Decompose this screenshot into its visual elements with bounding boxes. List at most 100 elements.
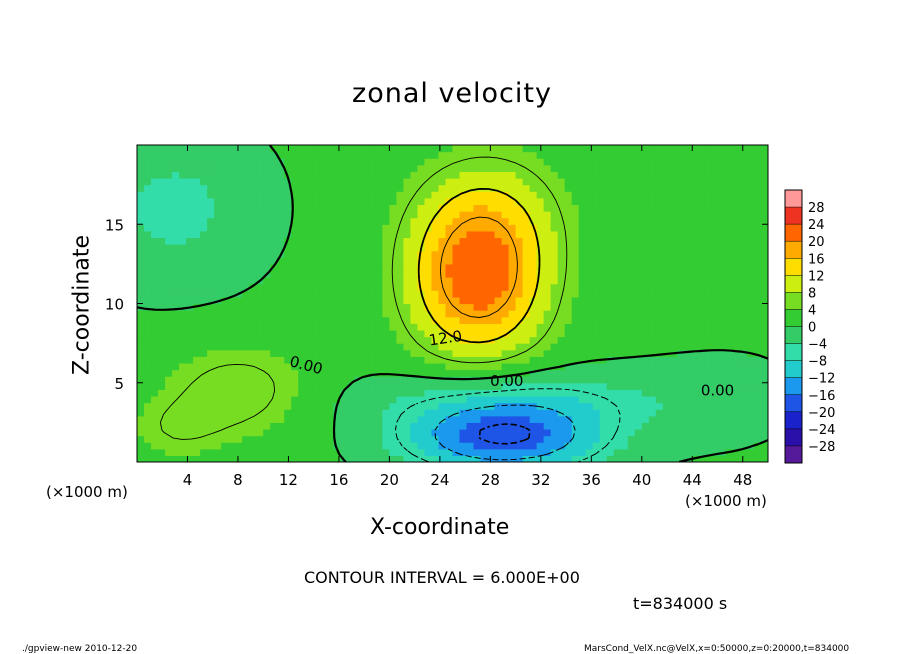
field-cell (375, 343, 383, 351)
field-cell (459, 455, 468, 462)
field-cell (137, 164, 145, 173)
field-cell (291, 349, 299, 357)
field-cell (277, 442, 285, 450)
field-cell (382, 389, 390, 397)
field-cell (760, 277, 768, 285)
field-cell (165, 145, 173, 153)
field-cell (144, 310, 152, 318)
field-cell (396, 164, 405, 173)
field-cell (445, 263, 454, 272)
field-cell (263, 303, 271, 311)
field-cell (284, 164, 292, 173)
field-cell (158, 316, 166, 324)
field-cell (732, 230, 741, 239)
field-cell (606, 310, 615, 318)
field-cell (375, 145, 383, 153)
field-cell (515, 402, 524, 410)
field-cell (655, 415, 664, 423)
field-cell (459, 164, 468, 173)
field-cell (753, 230, 762, 239)
field-cell (256, 455, 264, 462)
field-cell (452, 316, 461, 324)
field-cell (368, 263, 376, 272)
field-cell (641, 270, 650, 278)
field-cell (536, 171, 545, 179)
field-cell (207, 356, 215, 364)
field-cell (662, 296, 671, 305)
field-cell (515, 435, 524, 443)
field-cell (564, 263, 573, 272)
field-cell (648, 435, 657, 443)
field-cell (746, 395, 755, 404)
field-cell (739, 250, 748, 258)
field-cell (606, 184, 615, 192)
field-cell (592, 362, 601, 371)
field-cell (662, 343, 671, 351)
field-cell (165, 448, 173, 456)
field-cell (571, 310, 580, 318)
field-cell (725, 376, 734, 384)
field-cell (305, 376, 313, 384)
field-cell (704, 362, 713, 371)
field-cell (508, 257, 517, 265)
field-cell (284, 329, 292, 338)
field-cell (340, 422, 348, 430)
field-cell (746, 257, 755, 265)
field-cell (431, 145, 440, 153)
field-cell (704, 296, 713, 305)
field-cell (410, 376, 419, 384)
field-cell (298, 376, 306, 384)
field-cell (270, 369, 278, 377)
field-cell (606, 415, 615, 423)
field-cell (662, 197, 671, 206)
field-cell (165, 395, 173, 404)
field-cell (291, 217, 299, 225)
field-cell (592, 415, 601, 423)
field-cell (522, 151, 531, 159)
field-cell (312, 303, 320, 311)
field-cell (445, 244, 454, 252)
field-cell (627, 435, 636, 443)
field-cell (235, 395, 243, 404)
field-cell (235, 283, 243, 291)
field-cell (305, 356, 313, 364)
field-cell (354, 270, 362, 278)
field-cell (753, 442, 762, 450)
field-cell (648, 382, 657, 390)
field-cell (676, 250, 685, 258)
field-cell (361, 316, 369, 324)
field-cell (319, 244, 327, 252)
field-cell (242, 303, 250, 311)
field-cell (200, 184, 208, 192)
field-cell (662, 435, 671, 443)
field-cell (564, 316, 573, 324)
field-cell (207, 389, 215, 397)
field-cell (242, 389, 250, 397)
field-cell (739, 310, 748, 318)
field-cell (753, 323, 762, 331)
field-cell (676, 164, 685, 173)
field-cell (256, 296, 264, 305)
field-cell (641, 290, 650, 298)
field-cell (158, 336, 166, 344)
field-cell (522, 263, 531, 272)
field-cell (760, 376, 768, 384)
field-cell (410, 145, 419, 153)
field-cell (648, 263, 657, 272)
field-cell (186, 211, 194, 219)
field-cell (585, 362, 594, 371)
field-cell (718, 164, 727, 173)
field-cell (179, 250, 187, 258)
field-cell (375, 270, 383, 278)
field-cell (277, 428, 285, 437)
field-cell (655, 343, 664, 351)
field-cell (613, 145, 622, 153)
field-cell (669, 164, 678, 173)
field-cell (508, 415, 517, 423)
field-cell (606, 270, 615, 278)
field-cell (200, 362, 208, 371)
field-cell (690, 263, 699, 272)
field-cell (606, 316, 615, 324)
field-cell (676, 204, 685, 212)
field-cell (298, 257, 306, 265)
